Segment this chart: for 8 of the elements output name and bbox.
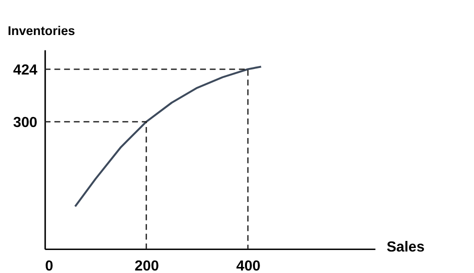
y-axis-title: Inventories xyxy=(8,24,76,38)
x-tick-label: 0 xyxy=(45,258,54,273)
x-axis-title: Sales xyxy=(386,240,425,256)
line-series xyxy=(74,66,262,208)
y-tick-label: 300 xyxy=(13,115,38,132)
x-tick-label: 400 xyxy=(236,258,261,273)
y-tick-label: 424 xyxy=(13,62,38,79)
x-tick-label: 200 xyxy=(134,258,159,273)
